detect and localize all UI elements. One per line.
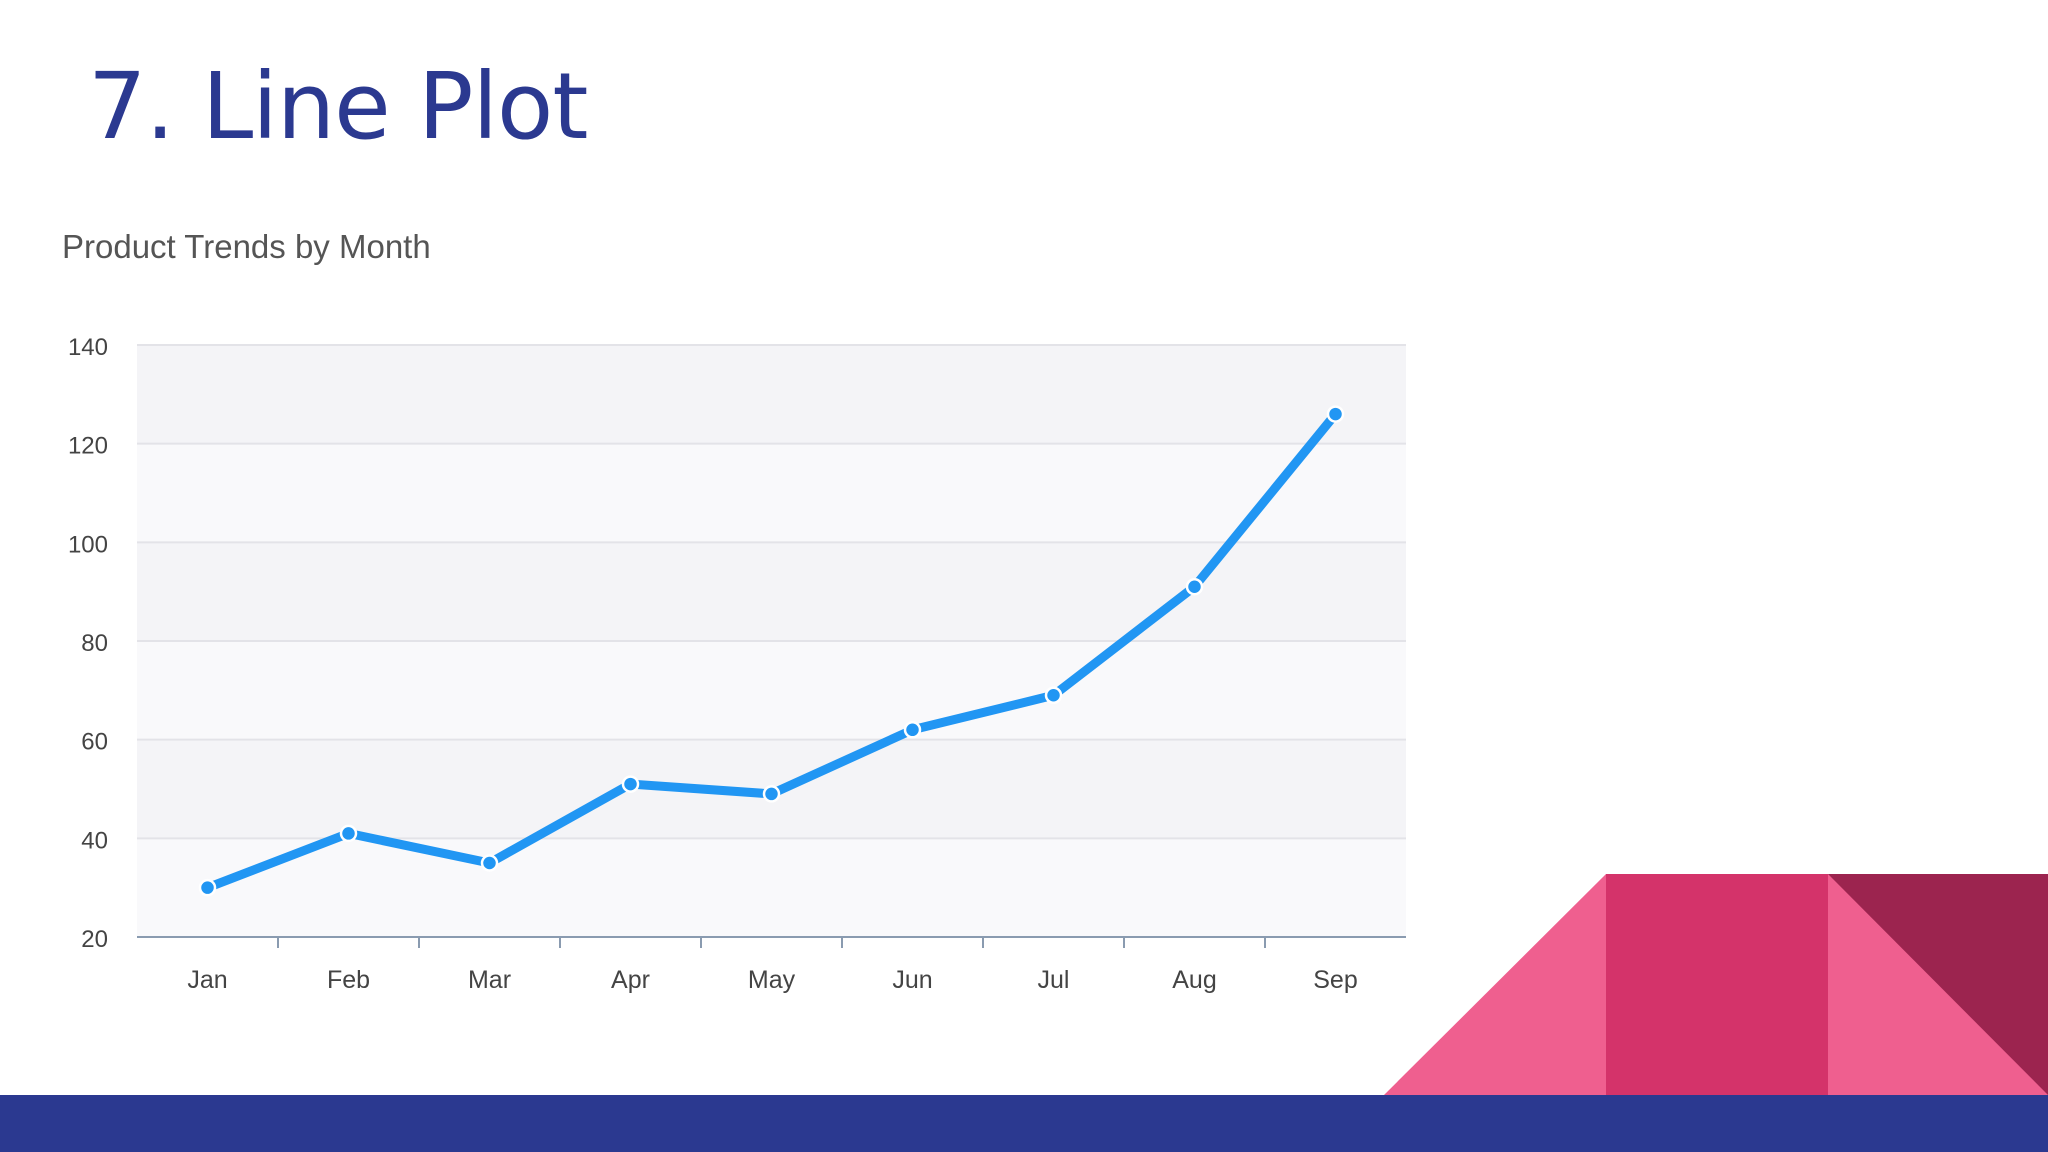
x-axis-ticks: Jan Feb Mar Apr May Jun Jul Aug Sep	[187, 937, 1358, 994]
data-point	[903, 721, 922, 739]
y-tick-label: 140	[68, 334, 108, 361]
footer-bar	[0, 1095, 2048, 1152]
data-point	[621, 775, 640, 793]
x-tick-label: Jul	[1038, 966, 1070, 994]
corner-triangle-right	[1828, 874, 2048, 1095]
x-tick-label: Aug	[1172, 966, 1216, 994]
y-tick-label: 120	[68, 433, 108, 460]
chart-band	[137, 443, 1406, 543]
x-tick-label: May	[748, 966, 796, 994]
chart-band	[137, 838, 1406, 937]
data-point	[198, 878, 217, 897]
data-point	[339, 824, 358, 843]
x-tick-label: Apr	[611, 966, 650, 994]
y-tick-label: 40	[81, 827, 108, 854]
data-point	[1326, 405, 1345, 423]
x-tick-label: Mar	[468, 966, 511, 994]
series-points	[198, 405, 1345, 897]
y-tick-label: 80	[81, 630, 108, 657]
corner-triangle-left	[1384, 874, 1606, 1095]
y-tick-label: 20	[81, 926, 108, 953]
y-tick-label: 60	[81, 729, 108, 756]
y-tick-label: 100	[68, 531, 108, 558]
data-point	[480, 854, 499, 872]
chart-band	[137, 345, 1406, 444]
data-point	[762, 785, 781, 803]
corner-block-middle	[1606, 874, 1828, 1095]
slide-title: 7. Line Plot	[88, 53, 588, 160]
x-tick-label: Jan	[187, 966, 227, 994]
y-axis-ticks: 20 40 60 80 100 120 140	[68, 334, 108, 953]
x-tick-label: Jun	[892, 966, 932, 994]
x-tick-label: Sep	[1313, 966, 1357, 994]
data-point	[1185, 577, 1204, 596]
data-point	[1044, 686, 1063, 705]
x-tick-label: Feb	[327, 966, 370, 994]
chart-title: Product Trends by Month	[62, 228, 431, 265]
chart-band	[137, 641, 1406, 740]
